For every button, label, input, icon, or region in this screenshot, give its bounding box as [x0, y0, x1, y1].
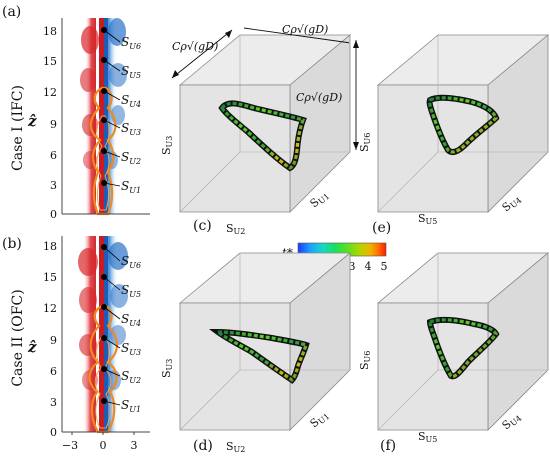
panel-a: (a) Case I (IFC) ẑ 0 3 6 9 — [2, 4, 150, 221]
axis-d-front: SU2 — [226, 440, 245, 454]
case1-label: Case I (IFC) — [10, 85, 26, 171]
trajectory-c — [218, 100, 307, 172]
y-tick-b-6: 6 — [50, 365, 57, 378]
axis-d-side: SU1 — [308, 408, 332, 431]
sensors-b — [101, 244, 121, 406]
panel-d: SU3 SU2 SU1 (d) — [160, 252, 352, 454]
sensor-label-a-u6: SU6 — [121, 35, 141, 51]
cube-f — [376, 252, 550, 431]
sensor-label-b-u3: SU3 — [121, 341, 141, 357]
panel-label-f: (f) — [380, 438, 396, 454]
trajectory-e — [426, 94, 500, 155]
sensor-label-a-u1: SU1 — [121, 179, 141, 195]
z-axis-label-a: ẑ — [27, 112, 37, 130]
colorbar-tick-4: 4 — [365, 260, 372, 273]
sensor-label-a-u3: SU3 — [121, 121, 141, 137]
axis-c-vertical: SU3 — [160, 136, 174, 155]
y-tick-b-0: 0 — [50, 426, 57, 439]
y-tick-b-15: 15 — [43, 271, 57, 284]
sensor-label-a-u5: SU5 — [121, 64, 141, 80]
axis-f-front: SU5 — [418, 430, 437, 444]
sensor-label-b-u5: SU5 — [121, 283, 141, 299]
axis-c-front: SU2 — [226, 222, 245, 236]
axis-d-vertical: SU3 — [160, 359, 174, 378]
scale-label-c-width: Cρ√(gD) — [282, 23, 328, 36]
colorbar-tick-5: 5 — [381, 260, 388, 273]
x-tick-neg3: −3 — [62, 439, 78, 452]
scale-label-c-depth: Cρ√(gD) — [172, 40, 218, 53]
y-tick-b-3: 3 — [50, 396, 57, 409]
panel-label-b: (b) — [2, 236, 22, 252]
panel-c: Cρ√(gD) Cρ√(gD) Cρ√(gD) SU3 SU2 SU1 (c) — [160, 23, 359, 236]
z-axis-label-b: ẑ — [27, 338, 37, 356]
scale-arrow-c-depth — [171, 29, 233, 79]
y-tick-a-15: 15 — [43, 55, 57, 68]
cube-d — [178, 252, 352, 431]
trajectory-f — [426, 316, 500, 380]
y-tick-b-12: 12 — [43, 302, 57, 315]
scale-arrow-c-width — [243, 27, 350, 44]
sensor-label-b-u4: SU4 — [121, 312, 141, 328]
y-tick-a-18: 18 — [43, 25, 57, 38]
sensor-label-b-u6: SU6 — [121, 254, 141, 270]
trajectory-d — [208, 328, 310, 384]
x-tick-3: 3 — [131, 439, 138, 452]
sensor-label-b-u2: SU2 — [121, 369, 141, 385]
y-tick-b-9: 9 — [50, 334, 57, 347]
y-tick-a-6: 6 — [50, 149, 57, 162]
colorbar-tick-3: 3 — [349, 260, 356, 273]
panel-label-e: (e) — [372, 220, 391, 236]
sensor-label-a-u4: SU4 — [121, 93, 141, 109]
sensor-label-b-u1: SU1 — [121, 398, 141, 414]
axis-f-vertical: SU6 — [358, 351, 372, 370]
sensor-label-a-u2: SU2 — [121, 150, 141, 166]
y-tick-b-18: 18 — [43, 240, 57, 253]
axis-e-vertical: SU6 — [358, 133, 372, 152]
plume-field-b — [78, 236, 128, 434]
cube-c — [178, 34, 352, 213]
y-tick-a-12: 12 — [43, 86, 57, 99]
panel-label-a: (a) — [2, 4, 21, 20]
case2-label: Case II (OFC) — [10, 289, 26, 386]
y-tick-a-9: 9 — [50, 118, 57, 131]
panel-f: SU6 SU5 SU4 (f) — [358, 252, 550, 454]
panel-label-d: (d) — [193, 438, 213, 454]
panel-label-c: (c) — [193, 218, 212, 234]
scale-label-c-height: Cρ√(gD) — [296, 91, 342, 104]
panel-e: SU6 SU5 SU4 (e) — [358, 34, 550, 236]
cube-e — [376, 34, 550, 213]
sensors-a — [101, 27, 121, 187]
y-tick-a-0: 0 — [50, 208, 57, 221]
x-tick-0: 0 — [100, 439, 107, 452]
panel-b: (b) Case II (OFC) ẑ 0 3 6 9 12 — [2, 236, 150, 452]
y-tick-a-3: 3 — [50, 179, 57, 192]
axis-e-front: SU5 — [418, 212, 437, 226]
